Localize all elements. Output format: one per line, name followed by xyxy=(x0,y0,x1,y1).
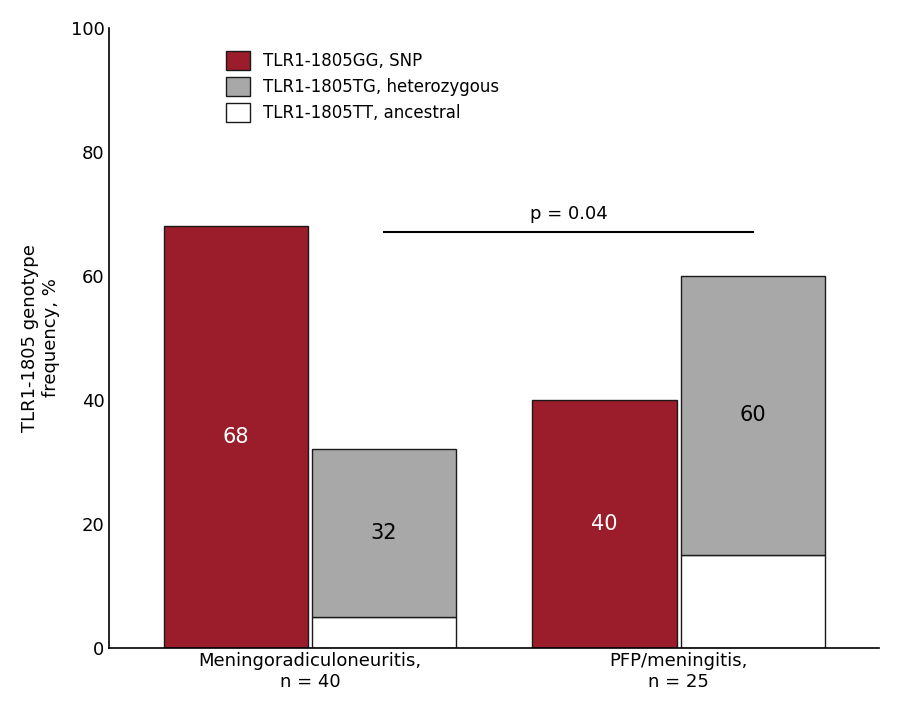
Text: 40: 40 xyxy=(591,513,617,533)
Y-axis label: TLR1-1805 genotype
frequency, %: TLR1-1805 genotype frequency, % xyxy=(21,244,59,431)
Bar xyxy=(680,276,825,555)
Bar xyxy=(533,399,677,647)
Bar xyxy=(164,226,308,647)
Legend: TLR1-1805GG, SNP, TLR1-1805TG, heterozygous, TLR1-1805TT, ancestral: TLR1-1805GG, SNP, TLR1-1805TG, heterozyg… xyxy=(218,42,508,130)
Text: 32: 32 xyxy=(371,523,397,543)
Text: 60: 60 xyxy=(740,405,766,425)
Bar xyxy=(312,449,456,617)
Bar xyxy=(680,555,825,647)
Bar xyxy=(312,617,456,647)
Text: p = 0.04: p = 0.04 xyxy=(529,205,608,223)
Text: 68: 68 xyxy=(222,426,249,447)
